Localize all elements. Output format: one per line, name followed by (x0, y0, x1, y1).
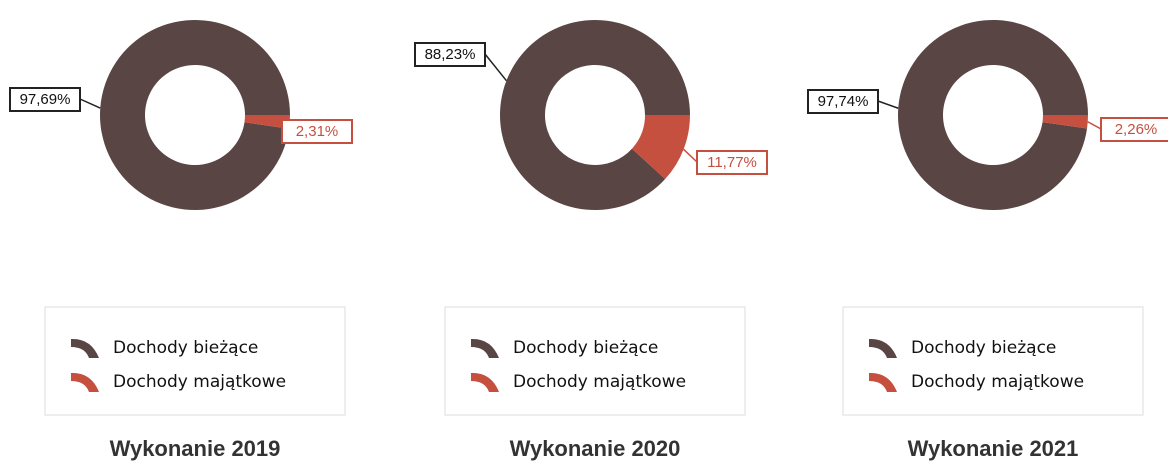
label-box (807, 89, 879, 114)
legend-label: Dochody bieżące (911, 338, 1056, 358)
donut-slice (631, 115, 690, 180)
legend-icon (71, 372, 99, 392)
leader-line (877, 100, 899, 109)
legend-box (44, 306, 346, 416)
donut-slice (244, 115, 290, 129)
data-label: 88,23% (425, 46, 476, 63)
leader-line (484, 53, 508, 82)
legend-icon (869, 372, 897, 392)
donut-slice (500, 20, 690, 211)
data-label: 2,31% (296, 123, 339, 140)
donut-slice (100, 20, 290, 211)
legend-box (444, 306, 746, 416)
data-label: 97,74% (818, 93, 869, 110)
chart-title: Wykonanie 2020 (510, 436, 681, 461)
label-box (414, 42, 486, 67)
leader-line (683, 148, 698, 163)
data-label: 2,26% (1115, 121, 1158, 138)
chart-title: Wykonanie 2021 (908, 436, 1079, 461)
leader-line (79, 98, 101, 109)
legend-icon (869, 338, 897, 358)
legend-label: Dochody majątkowe (911, 372, 1084, 392)
label-box (696, 150, 768, 175)
legend-icon (471, 338, 499, 358)
leader-line (1087, 121, 1102, 130)
legend-icon (71, 338, 99, 358)
legend-label: Dochody bieżące (113, 338, 258, 358)
legend-label: Dochody bieżące (513, 338, 658, 358)
label-box (281, 119, 353, 144)
label-box (1100, 117, 1168, 142)
label-box (9, 87, 81, 112)
legend-box (842, 306, 1144, 416)
legend-label: Dochody majątkowe (113, 372, 286, 392)
legend-label: Dochody majątkowe (513, 372, 686, 392)
data-label: 97,69% (20, 91, 71, 108)
donut-slice (898, 19, 1088, 210)
donut-slice (1042, 115, 1088, 129)
data-label: 11,77% (707, 154, 757, 171)
chart-title: Wykonanie 2019 (110, 436, 281, 461)
legend-icon (471, 372, 499, 392)
